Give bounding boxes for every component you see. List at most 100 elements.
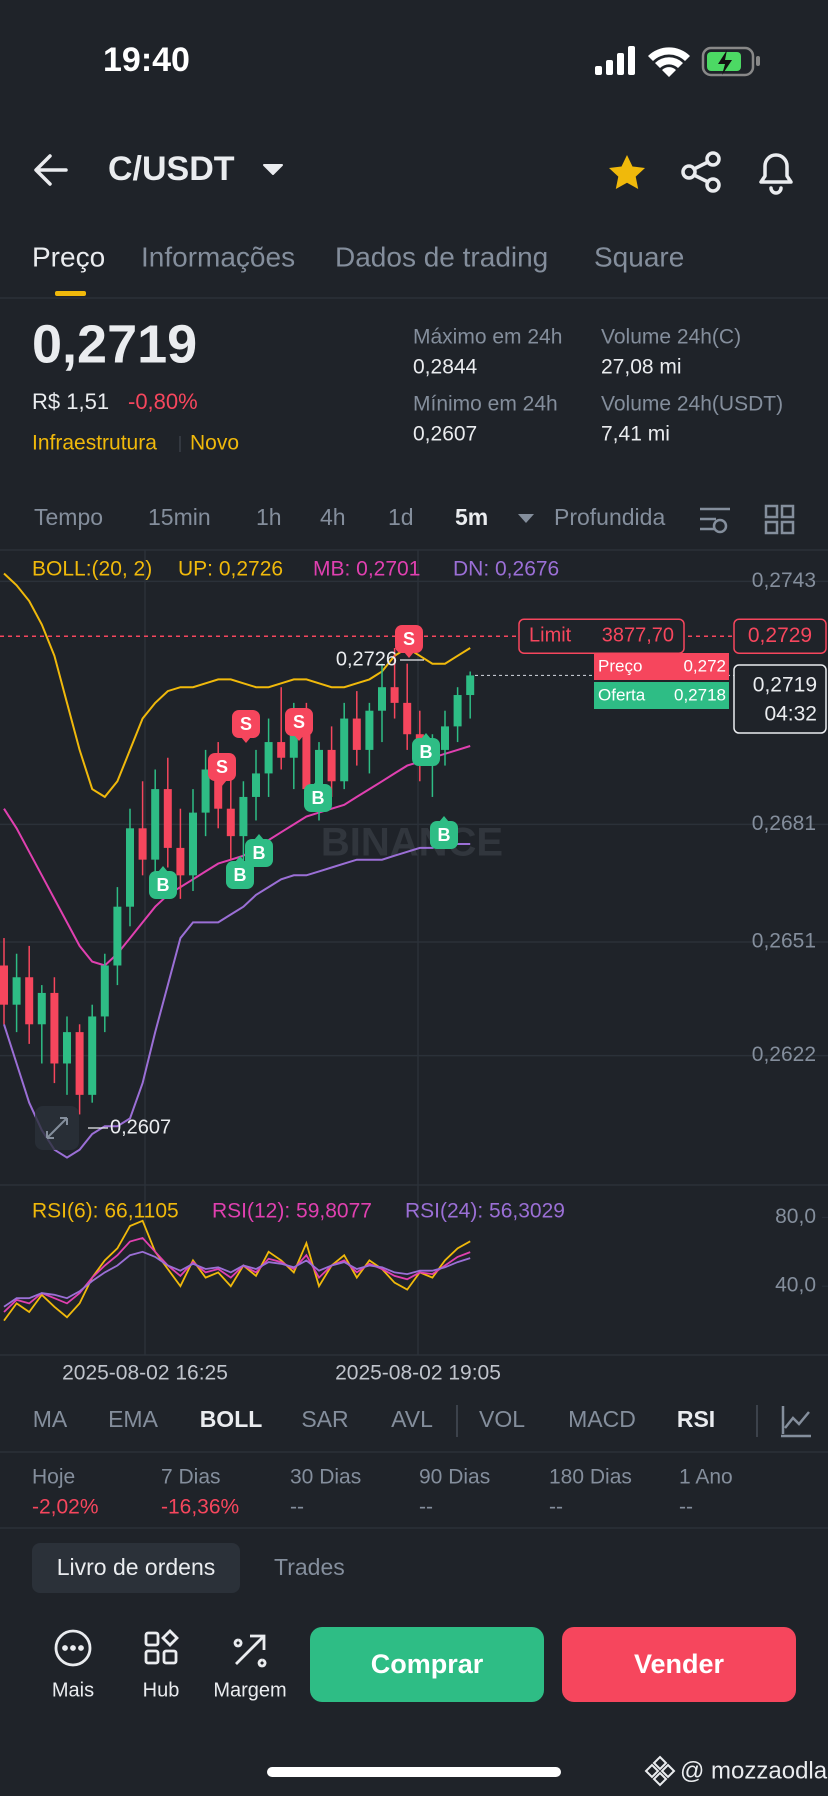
bid-label: Oferta — [598, 685, 646, 704]
y-tick-label: 40,0 — [775, 1274, 816, 1297]
candle-body — [25, 977, 34, 1025]
bid-value: 0,2718 — [674, 685, 726, 704]
low-label: 0,2607 — [110, 1116, 171, 1138]
header-icons — [34, 151, 793, 195]
period-value: -2,02% — [32, 1496, 99, 1519]
tag: Infraestrutura — [32, 432, 157, 455]
trade-marker — [149, 871, 177, 899]
candle-body — [226, 808, 235, 837]
candle-body — [88, 1016, 97, 1095]
candle-body — [75, 1032, 84, 1095]
stat-label: Máximo em 24h — [413, 326, 562, 349]
marker-pointer — [421, 733, 431, 739]
limit-price: 0,2729 — [748, 624, 812, 647]
tab: Dados de trading — [335, 241, 548, 272]
pair-title: C/USDT — [108, 150, 235, 188]
rsi-line — [3, 1250, 471, 1308]
legend-item: RSI(6): 66,1105 — [32, 1200, 179, 1223]
rsi-line — [3, 1219, 471, 1322]
limit-label: Limit — [529, 625, 572, 647]
fiat-price: R$ 1,51 — [32, 389, 109, 414]
stat-label: Mínimo em 24h — [413, 393, 558, 416]
candle-body — [365, 710, 374, 750]
candle-body — [252, 773, 260, 797]
pair-dropdown[interactable] — [263, 164, 283, 175]
credit: @ mozzaodla — [680, 1757, 828, 1784]
trade-marker — [412, 738, 440, 766]
interval: 1h — [256, 504, 282, 530]
indicator-tab: SAR — [301, 1406, 348, 1432]
back-button[interactable] — [34, 154, 68, 186]
interval: 15min — [148, 504, 211, 530]
legend-item: RSI(24): 56,3029 — [405, 1200, 565, 1223]
action-label: Margem — [213, 1679, 286, 1701]
tab-pill[interactable] — [32, 1543, 240, 1593]
candle-body — [126, 828, 134, 907]
ask-label: Preço — [598, 656, 642, 675]
last-price: 0,2719 — [32, 314, 197, 374]
period-label: 7 Dias — [161, 1466, 221, 1489]
boll-line — [3, 745, 471, 967]
sell-button[interactable] — [562, 1627, 796, 1702]
trade-marker — [232, 710, 260, 738]
candle-body — [189, 812, 197, 876]
marker-pointer — [254, 834, 264, 840]
indicator-tab: BOLL — [200, 1406, 263, 1432]
bid-box — [594, 682, 729, 709]
marker-pointer — [439, 816, 449, 822]
stat-value: 27,08 mi — [601, 356, 682, 379]
action-label: Hub — [143, 1679, 180, 1701]
marker-label: B — [253, 843, 266, 863]
action-label: Mais — [52, 1679, 94, 1701]
interval: 1d — [388, 504, 414, 530]
order-tab: Trades — [274, 1554, 345, 1580]
candle-body — [12, 977, 21, 1005]
tab-indicator — [55, 291, 86, 296]
limit-amount: 3877,70 — [602, 625, 674, 647]
x-label: 2025-08-02 16:25 — [62, 1362, 228, 1385]
buy-label: Comprar — [371, 1649, 484, 1679]
favorite-star[interactable] — [609, 155, 645, 189]
stat-label: Volume 24h(USDT) — [601, 393, 783, 416]
candle-body — [0, 965, 8, 1005]
alert-button[interactable] — [759, 153, 793, 195]
marker-label: S — [216, 757, 228, 777]
candle-body — [466, 675, 475, 696]
period-value: -16,36% — [161, 1496, 239, 1519]
y-tick-label: 0,2651 — [752, 930, 816, 953]
candle-body — [239, 796, 248, 837]
marker-pointer — [404, 652, 414, 658]
marker-label: B — [234, 865, 247, 885]
candle-body — [378, 687, 386, 711]
period-value: -- — [679, 1496, 693, 1519]
marker-pointer — [235, 856, 245, 862]
interval: 4h — [320, 504, 346, 530]
chart-settings[interactable] — [781, 1406, 811, 1438]
candle-body — [214, 769, 223, 809]
marker-pointer — [158, 866, 168, 872]
period-label: 180 Dias — [549, 1466, 632, 1489]
marker-label: S — [293, 712, 305, 732]
boll-line — [3, 572, 471, 799]
indicator-tab: MACD — [568, 1406, 636, 1432]
candle-body — [138, 828, 147, 860]
trade-marker — [395, 625, 423, 653]
candle-body — [441, 726, 449, 750]
candle-body — [453, 695, 462, 727]
period-label: 30 Dias — [290, 1466, 361, 1489]
limit-price-box — [733, 618, 827, 654]
watermark: BINANCE — [321, 821, 503, 865]
last-price-box — [733, 664, 827, 734]
share-button[interactable] — [681, 151, 721, 193]
action-icons — [54, 1629, 267, 1668]
candle-body — [277, 742, 286, 758]
buy-button[interactable] — [310, 1627, 544, 1702]
trade-marker — [430, 821, 458, 849]
boll-line — [3, 843, 471, 1159]
indicator-tab: MA — [33, 1406, 68, 1432]
tab: Informações — [141, 241, 295, 272]
marker-pointer — [313, 779, 323, 785]
tag: Novo — [190, 432, 239, 455]
